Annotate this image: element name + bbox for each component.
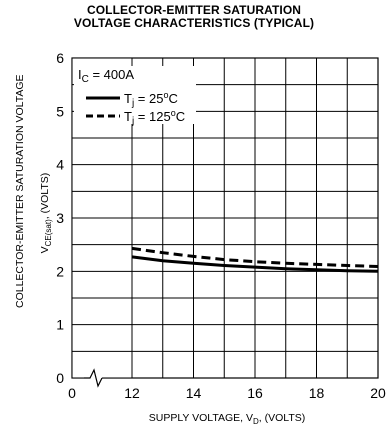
x-tick-label: 20 [370, 385, 386, 401]
y-tick-label: 3 [56, 210, 64, 226]
x-axis-label-subscript: D [253, 417, 259, 427]
x-axis-label-suffix: , (VOLTS) [258, 412, 306, 424]
x-tick-label: 14 [186, 385, 202, 401]
axis-break-mark [84, 368, 103, 388]
x-axis-label-prefix: SUPPLY VOLTAGE, V [148, 412, 253, 424]
y-tick-label: 1 [56, 317, 64, 333]
y-tick-label: 5 [56, 103, 64, 119]
legend-background [74, 66, 196, 124]
y-tick-label: 6 [56, 50, 64, 66]
series-line [131, 255, 379, 273]
chart-title-line-2: VOLTAGE CHARACTERISTICS (TYPICAL) [73, 16, 315, 30]
y-tick-label: 0 [56, 370, 64, 386]
x-tick-label: 18 [309, 385, 325, 401]
x-tick-label: 16 [247, 385, 263, 401]
legend-header: IC = 400A [78, 67, 134, 85]
x-tick-label: 12 [124, 385, 140, 401]
y-tick-label: 4 [56, 157, 64, 173]
legend-label: Tj = 25oC [124, 90, 178, 109]
x-tick-label: 0 [68, 385, 76, 401]
legend-label: Tj = 125oC [124, 108, 185, 127]
x-axis-label: SUPPLY VOLTAGE, VD, (VOLTS) [72, 412, 382, 426]
chart-title-line-1: COLLECTOR-EMITTER SATURATION [86, 3, 302, 17]
y-tick-label: 2 [56, 263, 64, 279]
